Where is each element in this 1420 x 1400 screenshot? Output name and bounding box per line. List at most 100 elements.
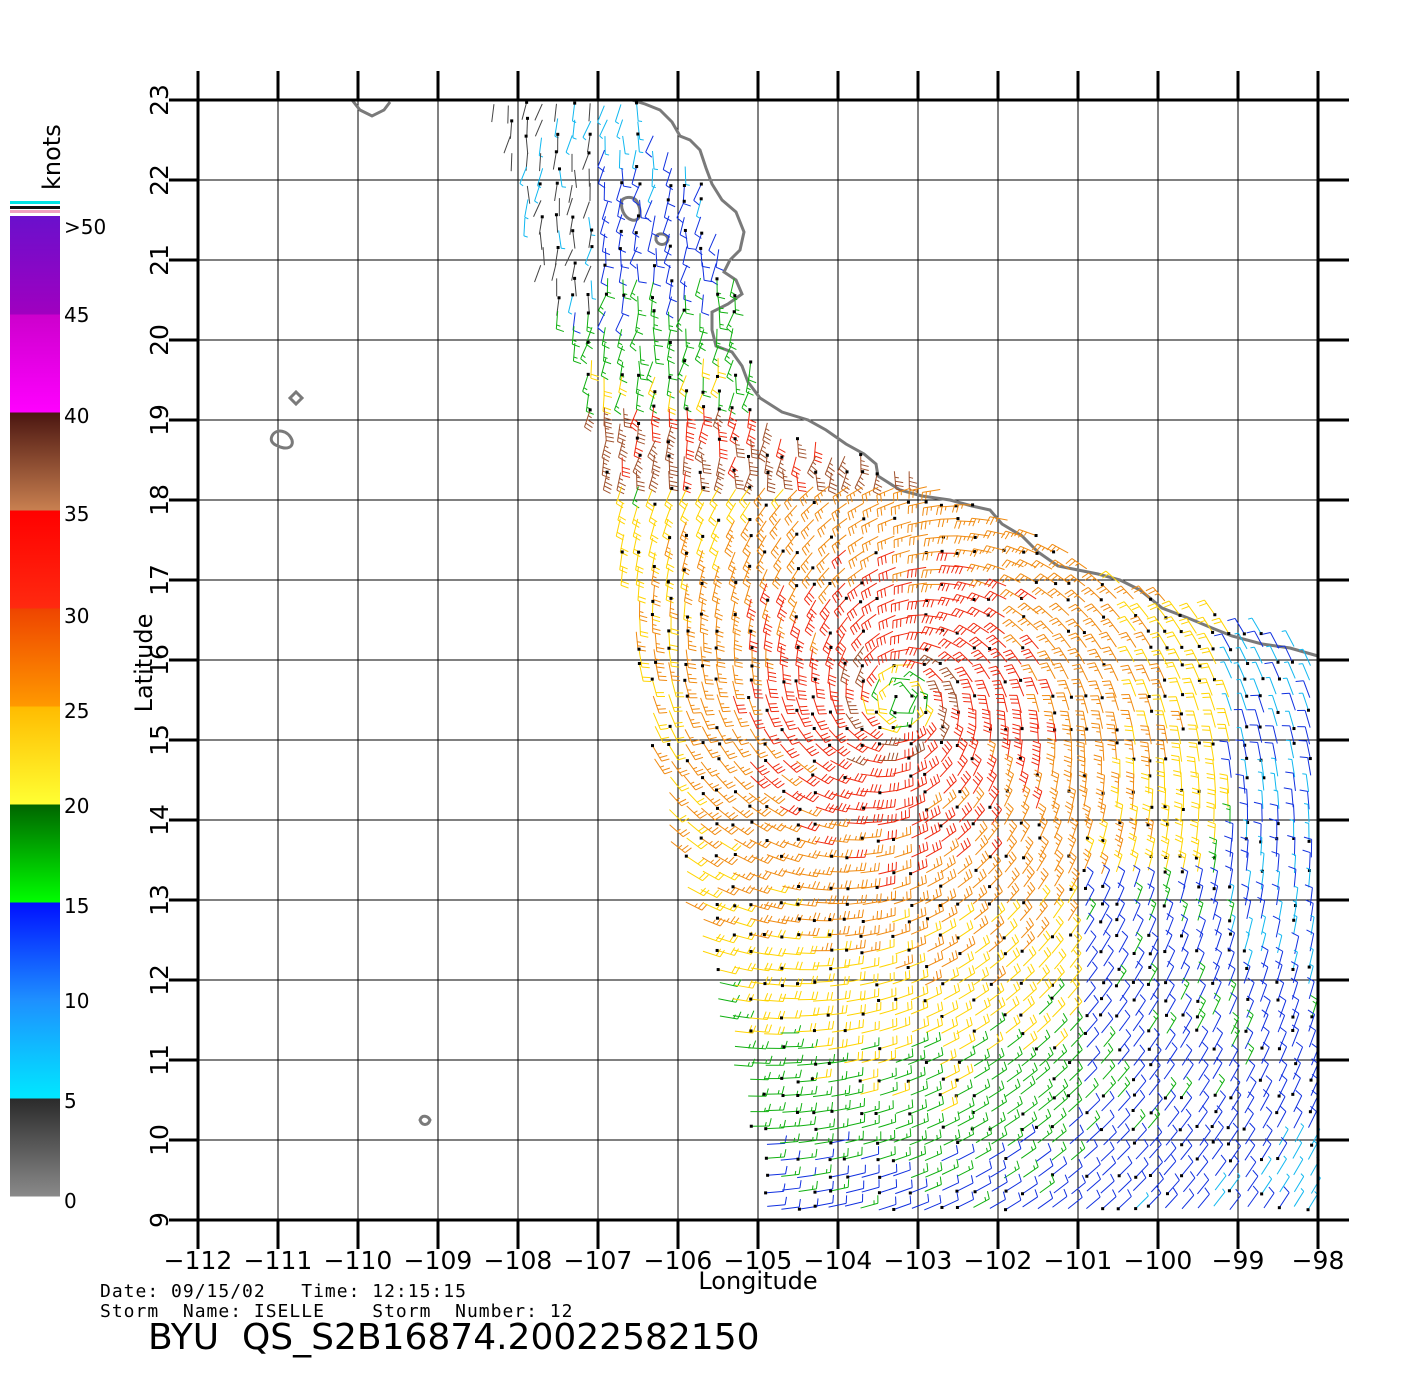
wind-barb xyxy=(1304,821,1311,843)
wind-barb xyxy=(1189,819,1199,842)
wind-barb xyxy=(844,955,865,967)
wind-barb xyxy=(911,841,929,858)
wind-barb xyxy=(729,423,740,446)
wind-barb xyxy=(990,1160,1007,1178)
wind-barb xyxy=(797,927,820,937)
wind-barb xyxy=(1235,739,1249,760)
wind-barb xyxy=(1149,631,1169,650)
wind-barb xyxy=(574,169,577,188)
wind-barb xyxy=(877,648,895,665)
wind-barb xyxy=(1131,585,1153,601)
wind-barb xyxy=(1246,630,1264,648)
wind-barb xyxy=(1148,945,1159,969)
wind-barb xyxy=(1228,1154,1240,1177)
wind-barb xyxy=(815,849,837,858)
wind-barb xyxy=(956,837,971,858)
wind-barb xyxy=(811,695,827,715)
wind-barb xyxy=(732,1010,755,1019)
wind-barb xyxy=(749,929,773,939)
wind-barb xyxy=(1214,929,1222,952)
wind-barb xyxy=(1262,1106,1273,1129)
wind-barb xyxy=(1114,834,1124,857)
wind-barb xyxy=(920,518,941,530)
wind-barb xyxy=(1102,961,1115,985)
wind-barb xyxy=(973,1175,992,1194)
wind-barb xyxy=(742,534,753,558)
wind-barb xyxy=(858,1068,879,1083)
wind-barb xyxy=(1117,1090,1131,1111)
wind-barb xyxy=(991,1126,1008,1145)
wind-barb xyxy=(1247,1185,1259,1208)
wind-barb xyxy=(651,744,670,762)
wind-barb xyxy=(763,900,786,910)
wind-barb xyxy=(1037,916,1050,938)
wind-barb xyxy=(1125,787,1135,809)
wind-barb xyxy=(861,1020,880,1034)
wind-barb xyxy=(861,1164,880,1178)
wind-barb xyxy=(1004,1109,1020,1128)
wind-barb xyxy=(958,935,976,956)
wind-barb xyxy=(972,982,990,1002)
wind-barb xyxy=(893,890,912,905)
wind-barb xyxy=(1061,724,1073,745)
wind-barb xyxy=(569,215,575,235)
wind-barb xyxy=(1184,663,1201,682)
wind-barb xyxy=(933,690,944,711)
wind-barb xyxy=(1260,1009,1269,1032)
wind-barb xyxy=(918,654,942,665)
wind-barb xyxy=(1226,1122,1239,1146)
wind-barb xyxy=(1243,897,1252,919)
wind-barb xyxy=(1180,1123,1194,1147)
wind-barb xyxy=(629,329,638,352)
wind-barb xyxy=(700,823,722,836)
wind-barb xyxy=(638,601,648,623)
wind-barb xyxy=(715,663,728,684)
wind-barb xyxy=(894,731,914,745)
wind-barb xyxy=(1020,1140,1037,1159)
wind-barb xyxy=(841,470,851,494)
wind-barb xyxy=(1182,630,1201,648)
wind-barb xyxy=(749,712,766,730)
wind-barb xyxy=(715,249,724,271)
wind-barb xyxy=(1244,1027,1254,1050)
wind-barb xyxy=(854,470,865,494)
wind-barb xyxy=(1032,605,1053,619)
wind-barb xyxy=(764,822,787,832)
wind-barb xyxy=(1211,1138,1224,1160)
wind-barb xyxy=(890,648,910,661)
wind-barb xyxy=(1038,1091,1054,1111)
wind-barb xyxy=(601,457,611,479)
wind-barb xyxy=(702,405,713,427)
wind-barb xyxy=(1004,835,1018,858)
wind-barb xyxy=(935,626,959,637)
wind-barb xyxy=(1118,1172,1132,1193)
wind-barb xyxy=(863,646,878,667)
wind-barb xyxy=(1086,897,1097,920)
colorbar-segment xyxy=(10,216,60,315)
wind-barb xyxy=(866,665,879,687)
wind-barb xyxy=(1083,866,1094,890)
wind-barb xyxy=(828,1071,848,1083)
wind-barb xyxy=(538,137,544,158)
wind-barb xyxy=(892,859,912,875)
wind-barb xyxy=(889,695,898,719)
wind-barb xyxy=(878,614,896,631)
wind-barb xyxy=(861,696,875,715)
wind-barb xyxy=(1228,963,1236,986)
wind-barb xyxy=(1233,662,1247,681)
wind-barb xyxy=(1196,947,1205,970)
wind-barb xyxy=(1147,1009,1159,1033)
wind-barb xyxy=(1310,914,1315,935)
wind-barb xyxy=(1082,803,1091,826)
wind-barb xyxy=(1263,1075,1273,1098)
wind-barb xyxy=(787,584,799,608)
wind-barb xyxy=(599,119,608,140)
wind-barb xyxy=(861,1050,880,1063)
wind-barb xyxy=(812,759,836,772)
wind-barb xyxy=(762,613,773,636)
wind-barb xyxy=(909,759,928,778)
wind-barb xyxy=(1022,1062,1038,1082)
wind-barb xyxy=(571,261,577,281)
wind-barb xyxy=(1076,741,1086,762)
